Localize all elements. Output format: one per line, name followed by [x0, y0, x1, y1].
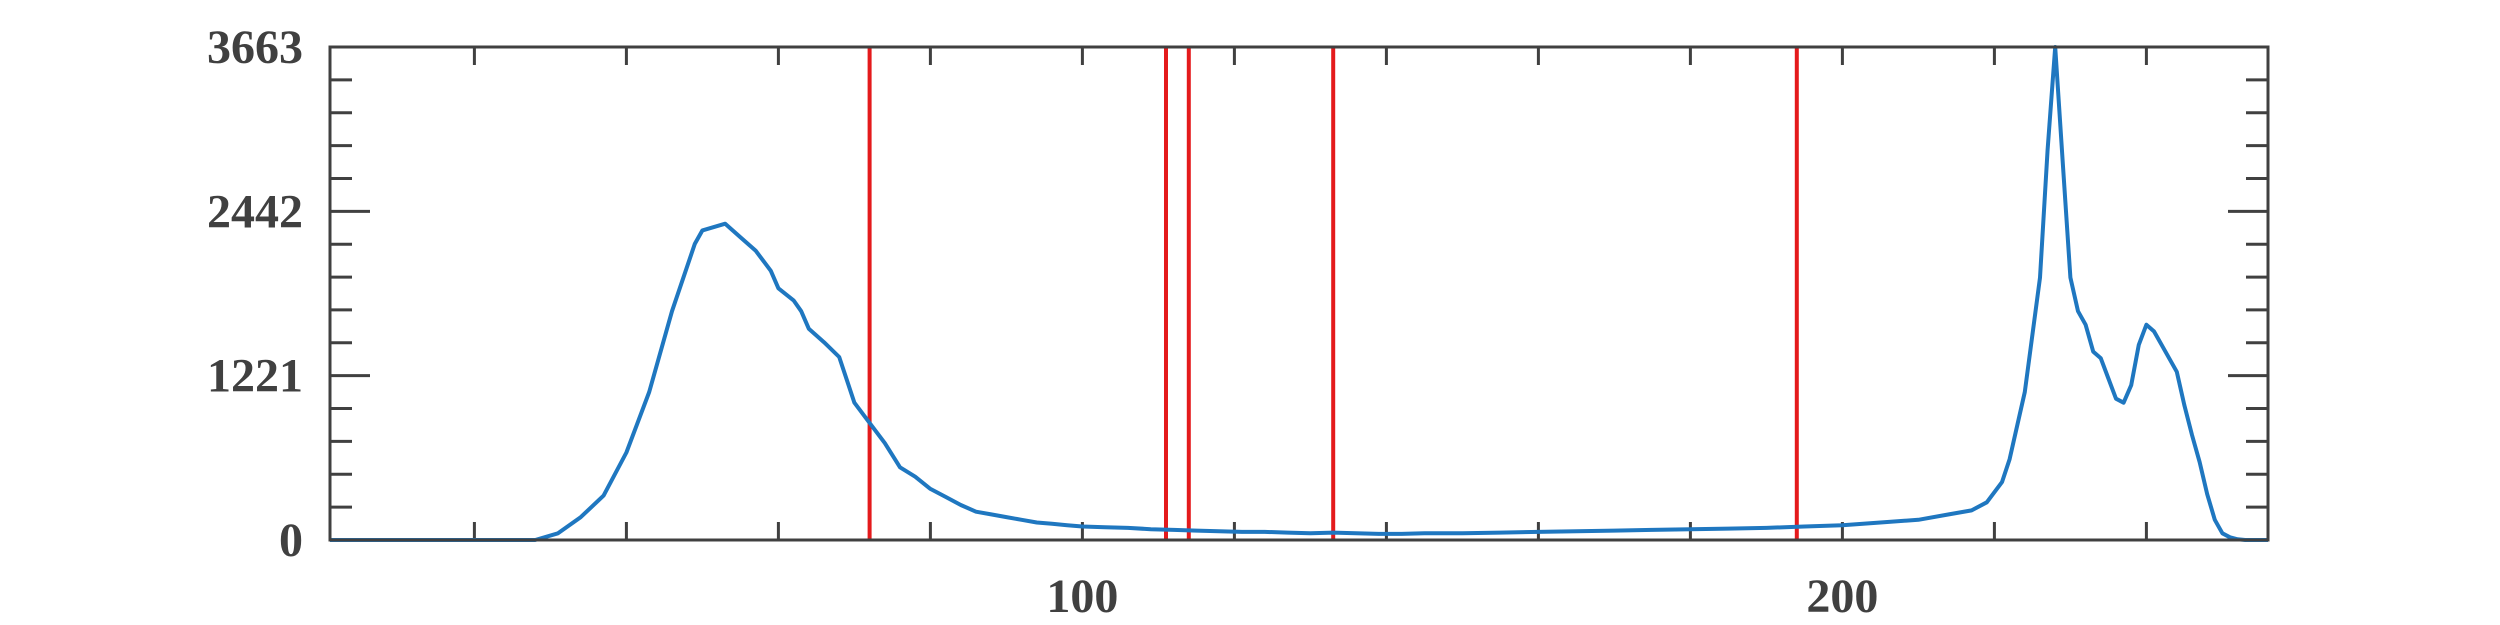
y-tick-label: 2442	[207, 185, 303, 238]
x-tick-label: 200	[1806, 570, 1878, 623]
thresholds-layer	[867, 47, 1799, 540]
y-tick-label: 3663	[207, 21, 303, 74]
y-tick-label: 1221	[207, 350, 303, 403]
labels-layer: 0 1221 2442 3663 100 200	[207, 21, 1878, 623]
series-layer	[330, 45, 2268, 542]
x-tick-label: 100	[1046, 570, 1118, 623]
y-tick-label: 0	[279, 514, 303, 567]
histogram-line	[330, 45, 2268, 542]
plot-frame	[328, 45, 2270, 542]
ticks-layer	[330, 47, 2268, 540]
